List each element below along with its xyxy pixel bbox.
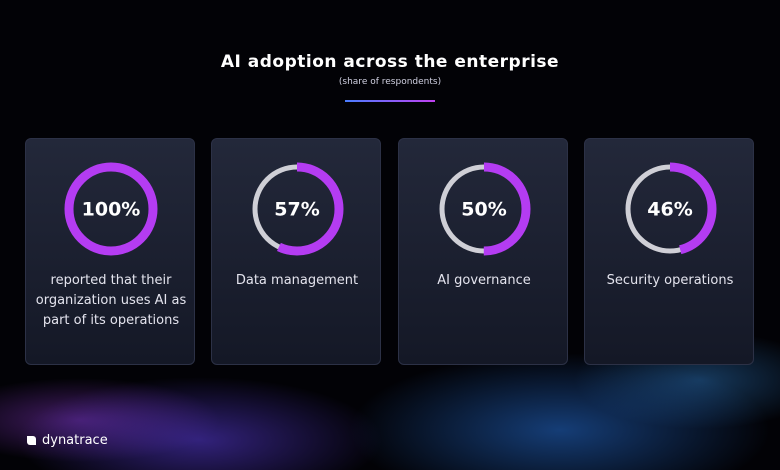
caption: reported that their organization uses AI…: [35, 273, 187, 328]
caption: AI governance: [437, 273, 531, 288]
card: 100% reported that their organization use…: [25, 138, 195, 365]
caption: Security operations: [606, 273, 734, 288]
brand: dynatrace: [24, 433, 108, 448]
value-label: 57%: [274, 199, 319, 221]
title: AI adoption across the enterprise: [220, 52, 560, 72]
donut-arc: [437, 162, 531, 256]
card: 50% AI governance: [398, 138, 568, 365]
caption: Data management: [235, 273, 359, 288]
donut-arc: [64, 162, 158, 256]
value-label: 50%: [461, 199, 506, 221]
donut-chart: 50%: [437, 162, 531, 256]
donut-chart: 100%: [64, 162, 158, 256]
accent-line: [345, 100, 435, 102]
donut-arc: [250, 162, 344, 256]
donut-chart: 57%: [250, 162, 344, 256]
card: 57% Data management: [211, 138, 381, 365]
brand-icon: [27, 435, 36, 445]
value-label: 46%: [647, 199, 692, 221]
donut-arc: [623, 162, 717, 256]
value-label: 100%: [82, 199, 141, 221]
brand-name: dynatrace: [42, 433, 108, 448]
donut-chart: 46%: [623, 162, 717, 256]
card: 46% Security operations: [584, 138, 754, 365]
subtitle: (share of respondents): [338, 77, 442, 87]
